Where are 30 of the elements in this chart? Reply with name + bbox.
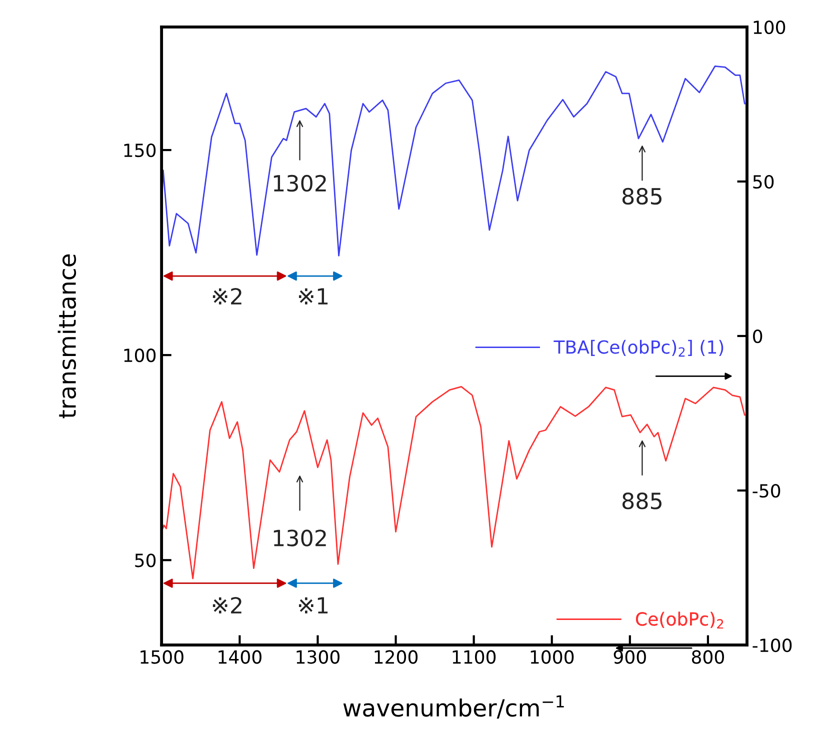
y2-tick-label: -50 xyxy=(752,484,780,498)
y-tick-label: 50 xyxy=(135,554,156,568)
annotation: 885 xyxy=(622,188,662,205)
annotation: ※1 xyxy=(298,288,328,304)
y-tick-label: 100 xyxy=(124,348,156,362)
annotation: ※1 xyxy=(298,597,328,614)
x-axis-title: wavenumber/cm$^{−1}$ xyxy=(343,695,564,719)
annotation: 1302 xyxy=(274,174,326,192)
y-axis-title: transmittance xyxy=(58,254,76,418)
y-tick-label: 150 xyxy=(124,143,156,158)
x-tick-label: 1100 xyxy=(452,650,496,664)
line-series xyxy=(162,66,746,256)
y2-tick-label: -100 xyxy=(752,638,792,652)
annotation: 1302 xyxy=(274,530,326,546)
x-tick-label: 1400 xyxy=(218,650,262,664)
x-tick-label: 1200 xyxy=(374,650,418,664)
legend-label: TBA[Ce(obPc)$_{2}$] (1) xyxy=(554,340,724,357)
line-series xyxy=(162,386,746,580)
x-tick-label: 1000 xyxy=(530,650,574,664)
x-tick-label: 1300 xyxy=(296,650,340,664)
y2-tick-label: 0 xyxy=(753,329,762,344)
x-tick-label: 900 xyxy=(614,650,646,664)
annotation: ※2 xyxy=(212,596,242,614)
annotation: ※2 xyxy=(212,288,242,304)
y2-tick-label: 50 xyxy=(753,174,774,189)
legend-label: Ce(obPc)$_{2}$ xyxy=(636,612,724,628)
annotation: 885 xyxy=(622,492,662,510)
x-tick-label: 1500 xyxy=(140,650,184,664)
x-tick-label: 800 xyxy=(692,650,724,664)
y2-tick-label: 100 xyxy=(754,20,786,34)
